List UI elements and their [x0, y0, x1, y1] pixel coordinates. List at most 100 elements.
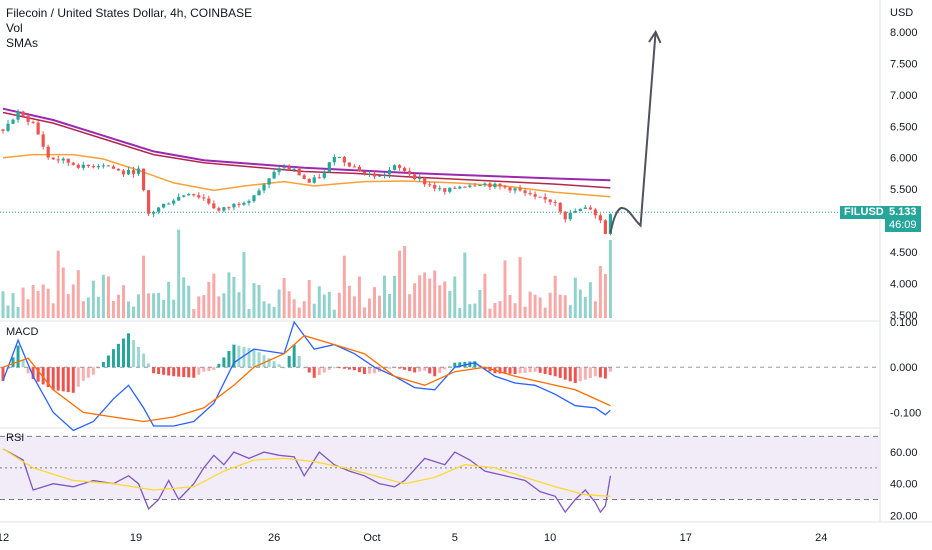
candle-body [217, 208, 221, 211]
candle-body [76, 164, 80, 168]
macd-histogram-bar [548, 367, 552, 376]
macd-histogram-bar [172, 367, 176, 377]
rsi-line [2, 448, 612, 514]
macd-histogram-bar [142, 353, 146, 368]
volume-bar [56, 250, 60, 318]
rsi-pane-label[interactable]: RSI [6, 432, 25, 444]
time-tick-label: 19 [130, 532, 142, 544]
macd-histogram-bar [483, 367, 487, 370]
volume-indicator-label[interactable]: Vol [6, 21, 23, 35]
candle-body [598, 215, 602, 221]
candle-body [498, 183, 502, 187]
arrow-head [648, 29, 662, 44]
volume-bar [372, 287, 376, 318]
candle-body [257, 190, 261, 196]
candle-body [377, 175, 382, 177]
candle-body [548, 199, 552, 203]
candle-body [187, 194, 191, 196]
time-axis[interactable]: 12 19 26 Oct 5 10 17 24 [0, 532, 827, 544]
time-tick-label: 26 [268, 532, 280, 544]
volume-bar [162, 299, 166, 318]
macd-histogram-bar [322, 367, 326, 373]
macd-histogram-bar [533, 367, 537, 372]
candle-body [207, 198, 211, 204]
volume-bar [307, 279, 311, 318]
macd-histogram [1, 333, 612, 393]
macd-histogram-bar [101, 361, 105, 368]
macd-histogram-bar [182, 367, 186, 378]
time-tick-label: 5 [452, 532, 458, 544]
volume-bar [473, 303, 477, 318]
candle-body [71, 162, 75, 165]
volume-bar [187, 285, 191, 318]
volume-bar [177, 229, 181, 318]
volume-bar [127, 301, 130, 318]
candle-body [46, 146, 50, 158]
macd-histogram-bar [568, 367, 572, 382]
candle-body [533, 194, 537, 197]
candle-body [468, 185, 472, 187]
candle-body [563, 211, 567, 220]
volume-bar [257, 284, 261, 318]
price-tick-label: 5.500 [890, 184, 918, 196]
candle-body [367, 173, 372, 175]
volume-bar [568, 305, 572, 318]
price-tick-label: 6.000 [890, 153, 918, 165]
macd-pane-label[interactable]: MACD [6, 326, 39, 338]
candle-body [503, 186, 507, 188]
macd-histogram-bar [157, 367, 161, 374]
volume-bar [312, 303, 316, 318]
candle-body [317, 177, 321, 179]
volume-bar [423, 272, 427, 318]
rsi-band [0, 435, 880, 500]
macd-histogram-bar [212, 367, 216, 371]
sma-lines [2, 107, 611, 198]
candle-body [91, 166, 95, 168]
candle-body [408, 171, 412, 175]
volume-bar [212, 273, 216, 318]
projection-arrow[interactable] [609, 29, 662, 234]
macd-histogram-bar [443, 367, 447, 370]
macd-histogram-bar [583, 367, 587, 380]
volume-bar [207, 281, 211, 318]
candle-body [357, 166, 362, 172]
volume-bar [388, 293, 392, 318]
volume-bar [157, 292, 161, 318]
volume-bar [262, 301, 266, 318]
volume-bar [111, 301, 115, 318]
volume-bar [317, 286, 321, 318]
candle-body [573, 210, 577, 213]
macd-histogram-bar [498, 367, 502, 374]
volume-bar [478, 289, 482, 318]
candle-body [36, 122, 40, 135]
rsi-axis[interactable]: 60.00 40.00 20.00 [890, 447, 918, 522]
volume-bar [468, 304, 472, 318]
candle-body [327, 162, 331, 173]
macd-histogram-bar [608, 367, 612, 372]
macd-axis[interactable]: 0.100 0.000 -0.100 [890, 317, 921, 419]
candle-body [16, 111, 20, 120]
price-axis[interactable]: 8.0007.5007.0006.5006.0005.5005.0004.500… [890, 27, 918, 322]
price-candles[interactable] [1, 109, 613, 236]
sma-indicator-label[interactable]: SMAs [6, 36, 39, 50]
macd-histogram-bar [327, 367, 331, 370]
macd-histogram-bar [26, 367, 30, 374]
volume-bar [578, 289, 582, 318]
volume-bar [538, 297, 542, 318]
macd-histogram-bar [116, 343, 120, 368]
macd-histogram-bar [96, 367, 100, 369]
countdown-tag: 46:09 [885, 219, 921, 232]
candle-body [136, 168, 141, 174]
candle-body [403, 167, 407, 172]
macd-histogram-bar [362, 367, 366, 374]
volume-bar [453, 276, 457, 318]
candle-body [443, 188, 447, 192]
volume-bar [322, 294, 326, 318]
volume-bar [558, 294, 562, 318]
macd-histogram-bar [137, 346, 141, 368]
macd-histogram-bar [91, 367, 95, 375]
rsi-tick-label: 60.00 [890, 447, 918, 459]
macd-histogram-bar [247, 348, 251, 368]
volume-bar [272, 306, 276, 318]
